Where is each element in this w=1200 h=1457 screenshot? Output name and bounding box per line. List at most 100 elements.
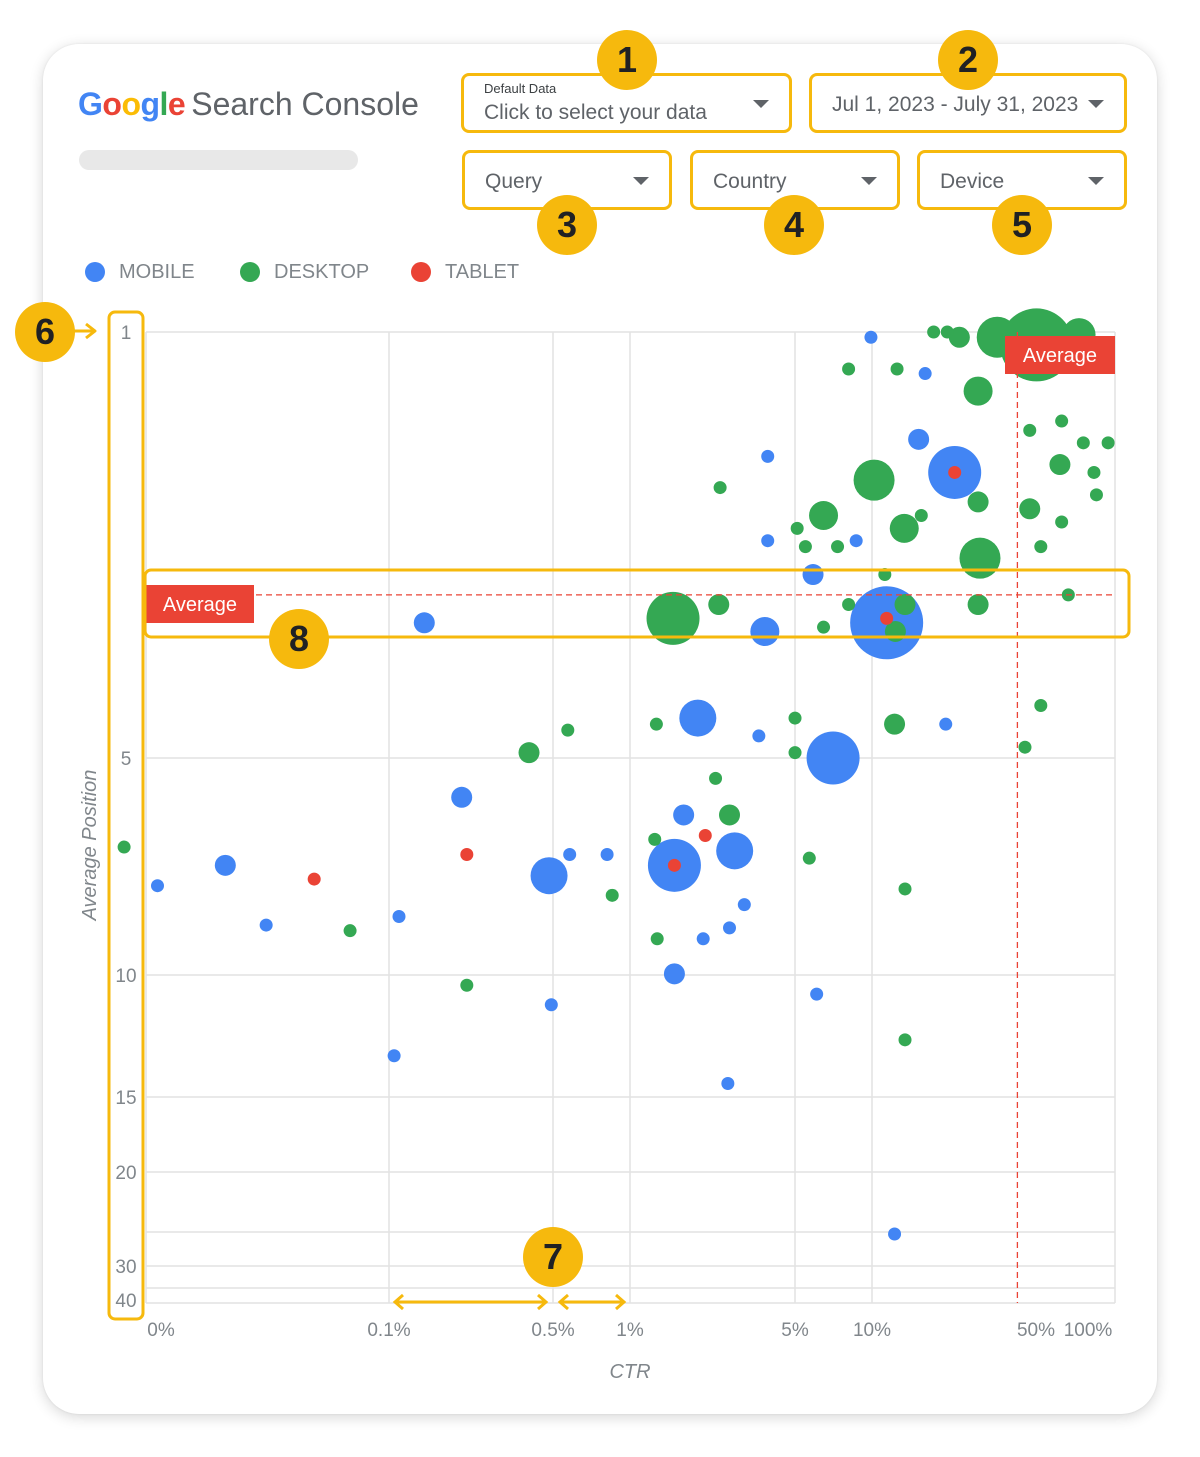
report-subtitle-placeholder	[79, 150, 358, 170]
desktop-bubble	[605, 888, 619, 902]
mobile-bubble	[544, 998, 558, 1012]
legend-item-mobile[interactable]: MOBILE	[85, 259, 195, 285]
tablet-bubble	[880, 611, 894, 625]
data-source-small-label: Default Data	[484, 81, 557, 96]
legend-label-mobile: MOBILE	[119, 260, 195, 283]
callout-badge-3: 3	[537, 195, 597, 255]
desktop-bubble	[1055, 414, 1069, 428]
desktop-bubble	[967, 594, 989, 616]
chevron-down-icon	[861, 177, 877, 185]
desktop-bubble	[343, 924, 357, 938]
y-axis-highlight-box	[107, 310, 145, 1321]
logo-letter: G	[78, 86, 103, 122]
tablet-bubble	[667, 858, 681, 872]
logo-letter: g	[140, 86, 160, 122]
desktop-bubble	[1049, 454, 1071, 476]
desktop-bubble	[518, 742, 540, 764]
desktop-bubble	[1034, 540, 1048, 554]
tablet-bubble	[307, 872, 321, 886]
mobile-bubble	[696, 932, 710, 946]
chevron-down-icon	[1088, 177, 1104, 185]
mobile-bubble	[908, 428, 930, 450]
desktop-bubble	[894, 594, 916, 616]
desktop-bubble	[1076, 436, 1090, 450]
logo-letter: l	[159, 86, 169, 122]
desktop-bubble	[713, 481, 727, 495]
callout-badge-7: 7	[523, 1227, 583, 1287]
desktop-bubble	[798, 540, 812, 554]
desktop-bubble	[884, 713, 906, 735]
mobile-bubble	[750, 616, 780, 646]
legend-item-desktop[interactable]: DESKTOP	[240, 259, 369, 285]
desktop-bubble	[809, 500, 839, 530]
desktop-bubble	[831, 540, 845, 554]
mobile-bubble	[802, 564, 824, 586]
desktop-bubble	[898, 882, 912, 896]
desktop-bubble	[1089, 488, 1103, 502]
desktop-bubble	[890, 362, 904, 376]
x-tick-label: 0%	[147, 1320, 175, 1341]
desktop-bubble	[842, 362, 856, 376]
desktop-bubble	[1087, 465, 1101, 479]
desktop-bubble	[842, 598, 856, 612]
mobile-bubble	[530, 857, 568, 895]
chevron-down-icon	[633, 177, 649, 185]
desktop-bubble	[898, 1033, 912, 1047]
desktop-bubble	[646, 591, 700, 645]
y-tick-label: 30	[115, 1257, 136, 1278]
mobile-bubble	[563, 848, 577, 862]
desktop-bubble	[927, 325, 941, 339]
logo-letter: o	[102, 86, 122, 122]
chevron-down-icon	[753, 100, 769, 108]
desktop-bubble	[940, 325, 954, 339]
mobile-bubble	[849, 534, 863, 548]
desktop-bubble	[790, 521, 804, 535]
mobile-bubble	[150, 879, 164, 893]
desktop-bubble	[460, 978, 474, 992]
mobile-bubble	[810, 987, 824, 1001]
desktop-bubble	[1023, 423, 1037, 437]
mobile-bubble	[679, 699, 717, 737]
date-range-value: Jul 1, 2023 - July 31, 2023	[832, 93, 1079, 116]
desktop-bubble	[1055, 515, 1069, 529]
mobile-bubble	[761, 534, 775, 548]
desktop-bubble	[967, 491, 989, 513]
x-axis-title: CTR	[609, 1361, 650, 1383]
mobile-bubble	[600, 848, 614, 862]
desktop-bubble	[650, 932, 664, 946]
desktop-bubble	[788, 711, 802, 725]
logo-letter: e	[167, 86, 186, 122]
x-tick-label: 100%	[1064, 1320, 1113, 1341]
y-tick-label: 15	[115, 1088, 136, 1109]
desktop-bubble	[1018, 740, 1032, 754]
legend-item-tablet[interactable]: TABLET	[411, 259, 519, 285]
desktop-bubble	[889, 513, 919, 543]
mobile-bubble	[761, 449, 775, 463]
tablet-bubble	[948, 465, 962, 479]
query-filter-label: Query	[485, 170, 543, 193]
desktop-bubble	[853, 459, 895, 501]
x-tick-label: 50%	[1017, 1320, 1055, 1341]
desktop-bubble	[1019, 498, 1041, 520]
data-source-selector[interactable]: Default Data Click to select your data	[461, 73, 792, 133]
desktop-bubble	[718, 804, 740, 826]
average-position-highlight-box	[143, 568, 1131, 639]
mobile-bubble	[722, 921, 736, 935]
desktop-legend-dot	[240, 262, 260, 282]
desktop-bubble	[1034, 698, 1048, 712]
mobile-bubble	[939, 717, 953, 731]
x-tick-label: 5%	[781, 1320, 809, 1341]
arrow-head-icon	[557, 1293, 569, 1311]
search-console-logo: Google Search Console	[78, 86, 419, 123]
y-tick-label: 5	[121, 749, 132, 770]
tablet-bubble	[698, 828, 712, 842]
x-tick-label: 0.1%	[367, 1320, 410, 1341]
mobile-bubble	[392, 910, 406, 924]
desktop-bubble	[963, 376, 993, 406]
desktop-bubble	[708, 594, 730, 616]
average-position-label-box	[146, 585, 254, 623]
callout-badge-4: 4	[764, 195, 824, 255]
tablet-bubble	[460, 848, 474, 862]
chevron-down-icon	[1088, 100, 1104, 108]
device-filter-label: Device	[940, 170, 1005, 193]
